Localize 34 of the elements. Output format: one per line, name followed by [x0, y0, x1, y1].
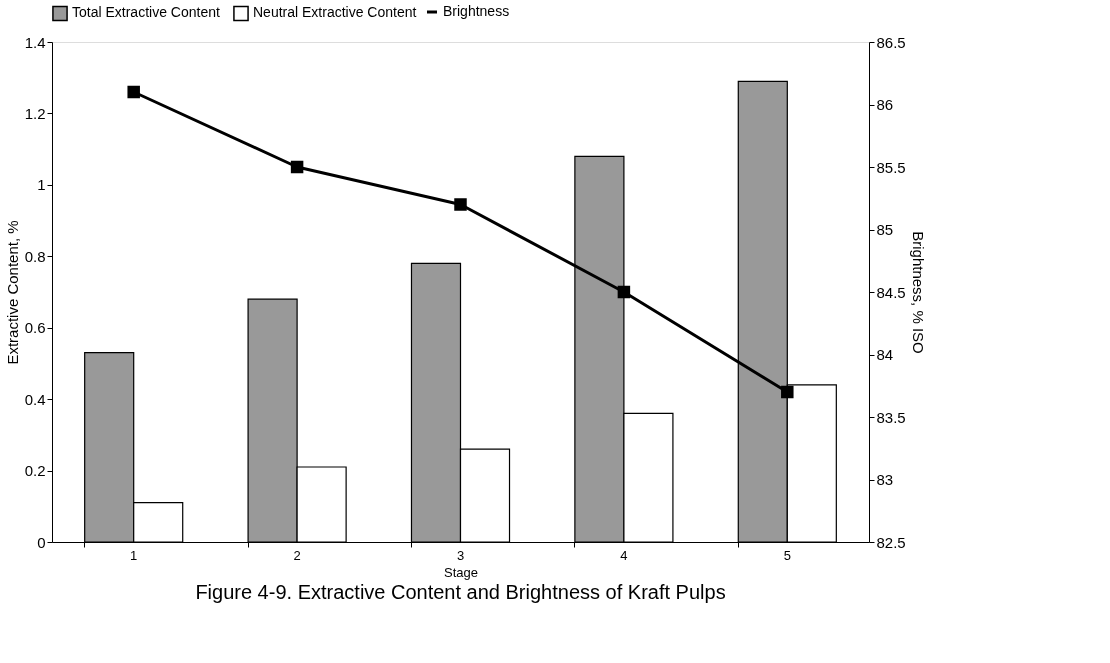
point [127, 85, 140, 99]
y-tick-label: 0.8 [24, 247, 46, 265]
y-tick-label: 1.2 [24, 104, 46, 122]
text: Figure 4-9. Extractive Content and Brightness of Kraft Pulps [195, 581, 726, 603]
y-tick-label: 0.2 [24, 462, 46, 480]
y2-tick-label: 86 [876, 96, 894, 113]
y2-tick-label: 85.5 [876, 158, 906, 176]
legend-label: Total Extractive Content [72, 4, 220, 21]
y2-tick-label: 83.5 [876, 408, 906, 426]
y-tick-label: 0.4 [24, 390, 46, 408]
y2-axis-title: Brightness, % ISO [909, 231, 927, 354]
legend-label: Brightness [443, 3, 510, 19]
point [617, 285, 631, 299]
x-tick-label: 1 [130, 547, 138, 563]
y-tick-label: 0.6 [24, 319, 46, 337]
legend-label: Neutral Extractive Content [253, 4, 417, 21]
y2-tick-label: 85 [876, 221, 894, 238]
y2-tick-label: 84.5 [876, 283, 906, 301]
x-tick-label: 2 [293, 547, 301, 563]
y2-tick-label: 82.5 [876, 533, 906, 551]
x-tick-label: 3 [456, 547, 465, 563]
point [781, 385, 794, 399]
x-tick-label: 4 [620, 547, 628, 563]
y2-tick-label: 83 [876, 471, 894, 488]
y-tick-label: 1 [37, 176, 46, 194]
y-axis-title: Extractive Content, % [3, 220, 21, 365]
y2-tick-label: 84 [876, 346, 894, 363]
y-tick-label: 1.4 [24, 33, 46, 51]
point [454, 198, 467, 211]
y-tick-label: 0 [37, 533, 46, 551]
point [290, 160, 304, 174]
y2-tick-label: 86.5 [876, 33, 906, 51]
x-tick-label: 5 [783, 547, 791, 563]
x-axis-title: Stage [444, 564, 478, 580]
